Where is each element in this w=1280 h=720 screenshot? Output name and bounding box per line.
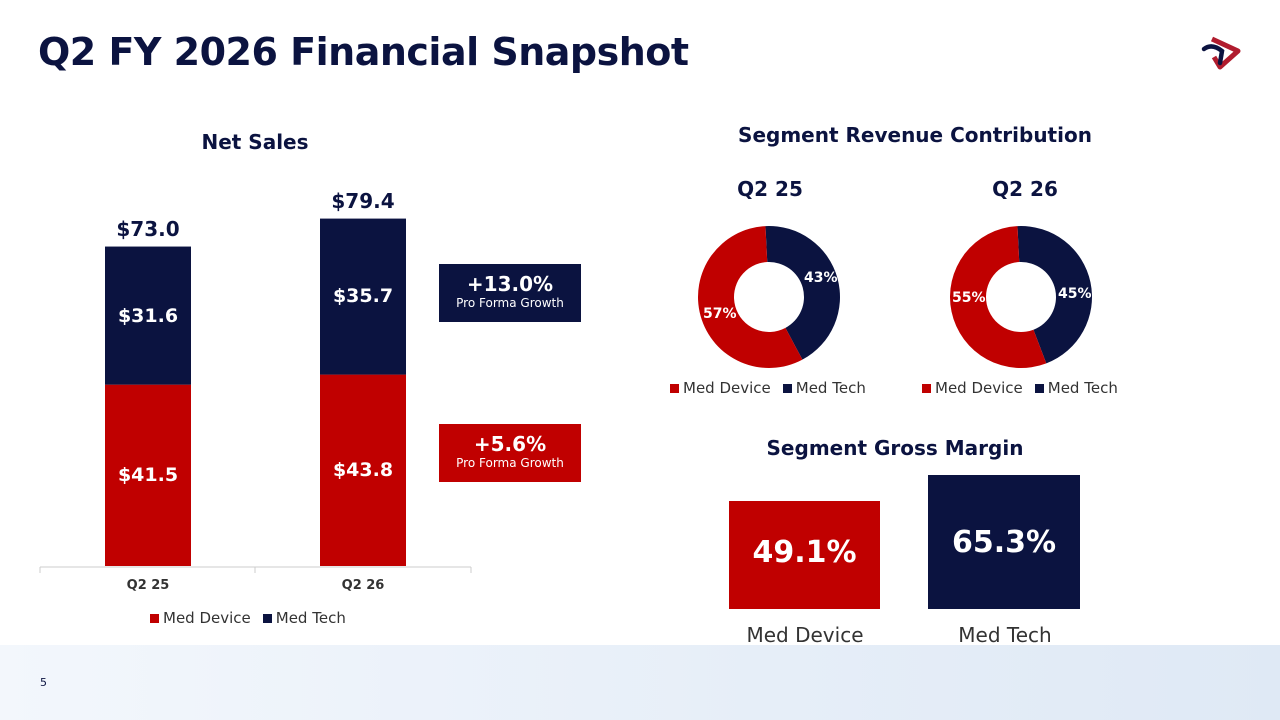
gross-margin-title: Segment Gross Margin [766,436,1024,460]
data-label: $43.8 [332,459,394,481]
med-tech-margin-box: 65.3% [928,475,1080,609]
data-label: $31.6 [117,305,179,327]
donut-label: 45% [1058,286,1092,302]
data-label: $35.7 [332,285,394,307]
company-logo [1201,36,1241,70]
donut-slice-med-tech [765,226,840,360]
bar-med-device [320,374,406,566]
donut-label: 43% [804,270,838,286]
med-tech-growth-box: +13.0% Pro Forma Growth [439,264,581,322]
legend-item: Med Tech [262,609,346,627]
footer-background [0,645,1280,720]
donut-slice-med-device [949,226,1047,368]
bar-med-device [105,384,191,566]
donut-legend: Med Device Med Tech [670,379,866,397]
legend-item: Med Tech [782,379,866,397]
bar-med-tech [320,218,406,375]
page-title: Q2 FY 2026 Financial Snapshot [38,30,689,74]
legend-item: Med Device [922,379,1023,397]
legend-item: Med Tech [1034,379,1118,397]
page-number: 5 [40,676,47,689]
bar-med-tech [105,246,191,385]
total-label: $73.0 [116,217,180,241]
legend-item: Med Device [670,379,771,397]
donut-slice-med-device [697,226,803,368]
x-tick-label: Q2 25 [126,578,170,593]
med-device-margin-box: 49.1% [729,501,880,609]
net-sales-legend: Med Device Med Tech [150,609,346,627]
net-sales-title: Net Sales [201,130,309,154]
total-label: $79.4 [331,189,395,213]
donut-legend: Med Device Med Tech [922,379,1118,397]
donut-label: 57% [703,306,737,322]
segment-revenue-title: Segment Revenue Contribution [738,123,1092,147]
x-tick-label: Q2 26 [341,578,385,593]
donut-title: Q2 25 [737,177,803,201]
margin-label: Med Tech [958,623,1052,647]
margin-label: Med Device [746,623,864,647]
donut-label: 55% [952,290,986,306]
med-device-growth-box: +5.6% Pro Forma Growth [439,424,581,482]
segment-donut-charts [697,226,1092,368]
donut-slice-med-tech [1017,226,1092,364]
donut-title: Q2 26 [992,177,1058,201]
legend-item: Med Device [150,609,251,627]
net-sales-chart [39,218,472,573]
data-label: $41.5 [117,464,179,486]
